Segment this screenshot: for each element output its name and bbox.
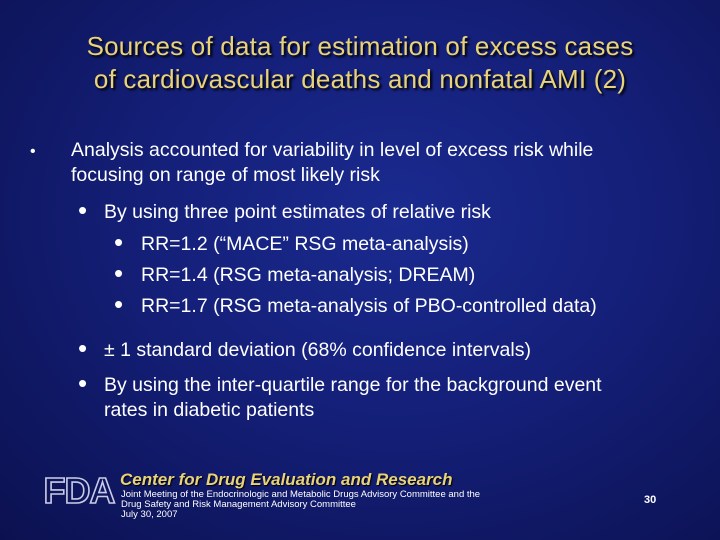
level1-text-line-2: focusing on range of most likely risk (71, 164, 380, 186)
footer-org-name: Center for Drug Evaluation and Research (120, 470, 453, 489)
bullet-level2: • (78, 333, 88, 363)
bullet-level1: • (30, 143, 36, 160)
bullet-level2: • (78, 368, 88, 398)
slide-title-line-2: of cardiovascular deaths and nonfatal AM… (93, 64, 627, 94)
fda-logo: FDA (43, 472, 116, 508)
level2-iqr-line-1: By using the inter-quartile range for th… (104, 374, 602, 396)
bullet-level2: • (78, 195, 88, 225)
level2-standard-deviation: ± 1 standard deviation (68% confidence i… (104, 339, 531, 361)
bullet-level3: • (114, 289, 124, 319)
footer-meeting-date: July 30, 2007 (121, 509, 178, 520)
level2-point-estimates: By using three point estimates of relati… (104, 201, 491, 223)
slide-title-line-1: Sources of data for estimation of excess… (86, 31, 634, 61)
page-number: 30 (644, 494, 657, 506)
level3-item: RR=1.2 (“MACE” RSG meta-analysis) (141, 233, 469, 255)
fda-logo-text: FDA (44, 472, 116, 508)
level3-item: RR=1.4 (RSG meta-analysis; DREAM) (141, 264, 476, 286)
footer-meeting-info: Joint Meeting of the Endocrinologic and … (121, 490, 551, 520)
level3-item: RR=1.7 (RSG meta-analysis of PBO-control… (141, 295, 597, 317)
footer-meeting-line-1: Joint Meeting of the Endocrinologic and … (121, 489, 481, 500)
level1-text-line-1: Analysis accounted for variability in le… (71, 139, 594, 161)
slide-title: Sources of data for estimation of excess… (0, 30, 720, 96)
footer-meeting-line-2: Drug Safety and Risk Management Advisory… (121, 499, 356, 510)
bullet-level3: • (114, 258, 124, 288)
level2-iqr-line-2: rates in diabetic patients (104, 399, 315, 421)
bullet-level3: • (114, 227, 124, 257)
